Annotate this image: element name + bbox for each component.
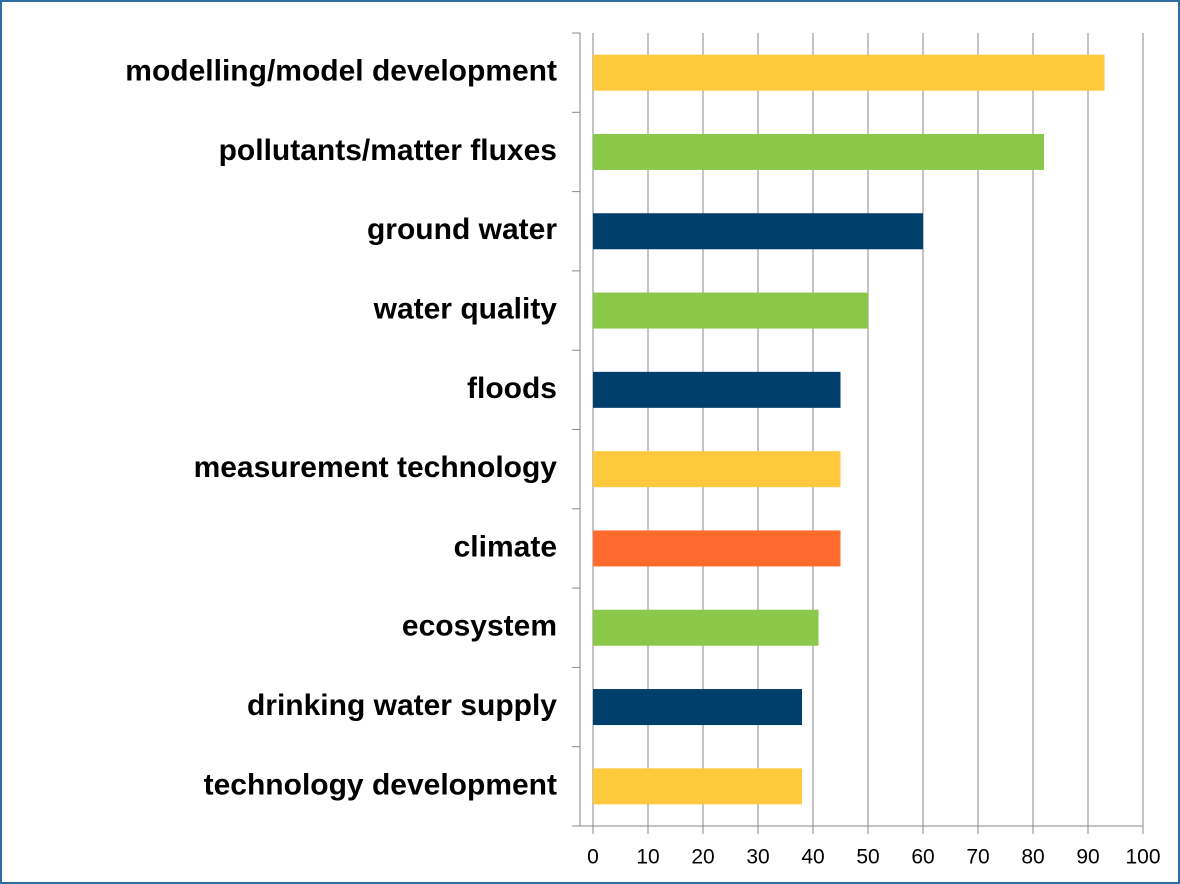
y-tick-label: modelling/model development xyxy=(125,55,557,88)
x-tick-label: 10 xyxy=(636,846,659,869)
bar xyxy=(593,689,802,726)
x-tick-label: 90 xyxy=(1076,846,1099,869)
x-tick-label: 60 xyxy=(911,846,934,869)
bar xyxy=(593,451,841,488)
y-tick-label: measurement technology xyxy=(194,451,558,484)
y-tick-label: ground water xyxy=(367,213,557,246)
y-tick-label: floods xyxy=(467,372,557,405)
x-tick-label: 30 xyxy=(746,846,769,869)
y-tick-label: ecosystem xyxy=(402,610,557,643)
y-tick-label: water quality xyxy=(373,292,558,325)
bar xyxy=(593,768,802,805)
bar xyxy=(593,133,1044,170)
bar xyxy=(593,371,841,408)
y-tick-label: technology development xyxy=(204,768,557,801)
x-tick-label: 0 xyxy=(587,846,599,869)
x-tick-label: 80 xyxy=(1021,846,1044,869)
y-tick-label: drinking water supply xyxy=(247,689,557,722)
x-tick-label: 20 xyxy=(691,846,714,869)
bar xyxy=(593,54,1105,91)
x-tick-label: 70 xyxy=(966,846,989,869)
x-tick-label: 50 xyxy=(856,846,879,869)
bar xyxy=(593,213,923,250)
x-tick-label: 100 xyxy=(1125,846,1160,869)
bar xyxy=(593,609,819,646)
x-tick-label: 40 xyxy=(801,846,824,869)
y-tick-label: pollutants/matter fluxes xyxy=(219,134,557,167)
bar xyxy=(593,530,841,567)
y-tick-label: climate xyxy=(454,530,557,563)
bar xyxy=(593,292,868,329)
